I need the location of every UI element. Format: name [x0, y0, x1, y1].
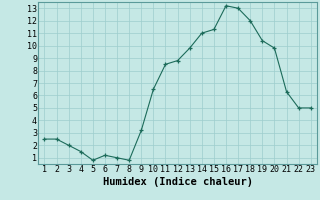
X-axis label: Humidex (Indice chaleur): Humidex (Indice chaleur) [103, 177, 252, 187]
